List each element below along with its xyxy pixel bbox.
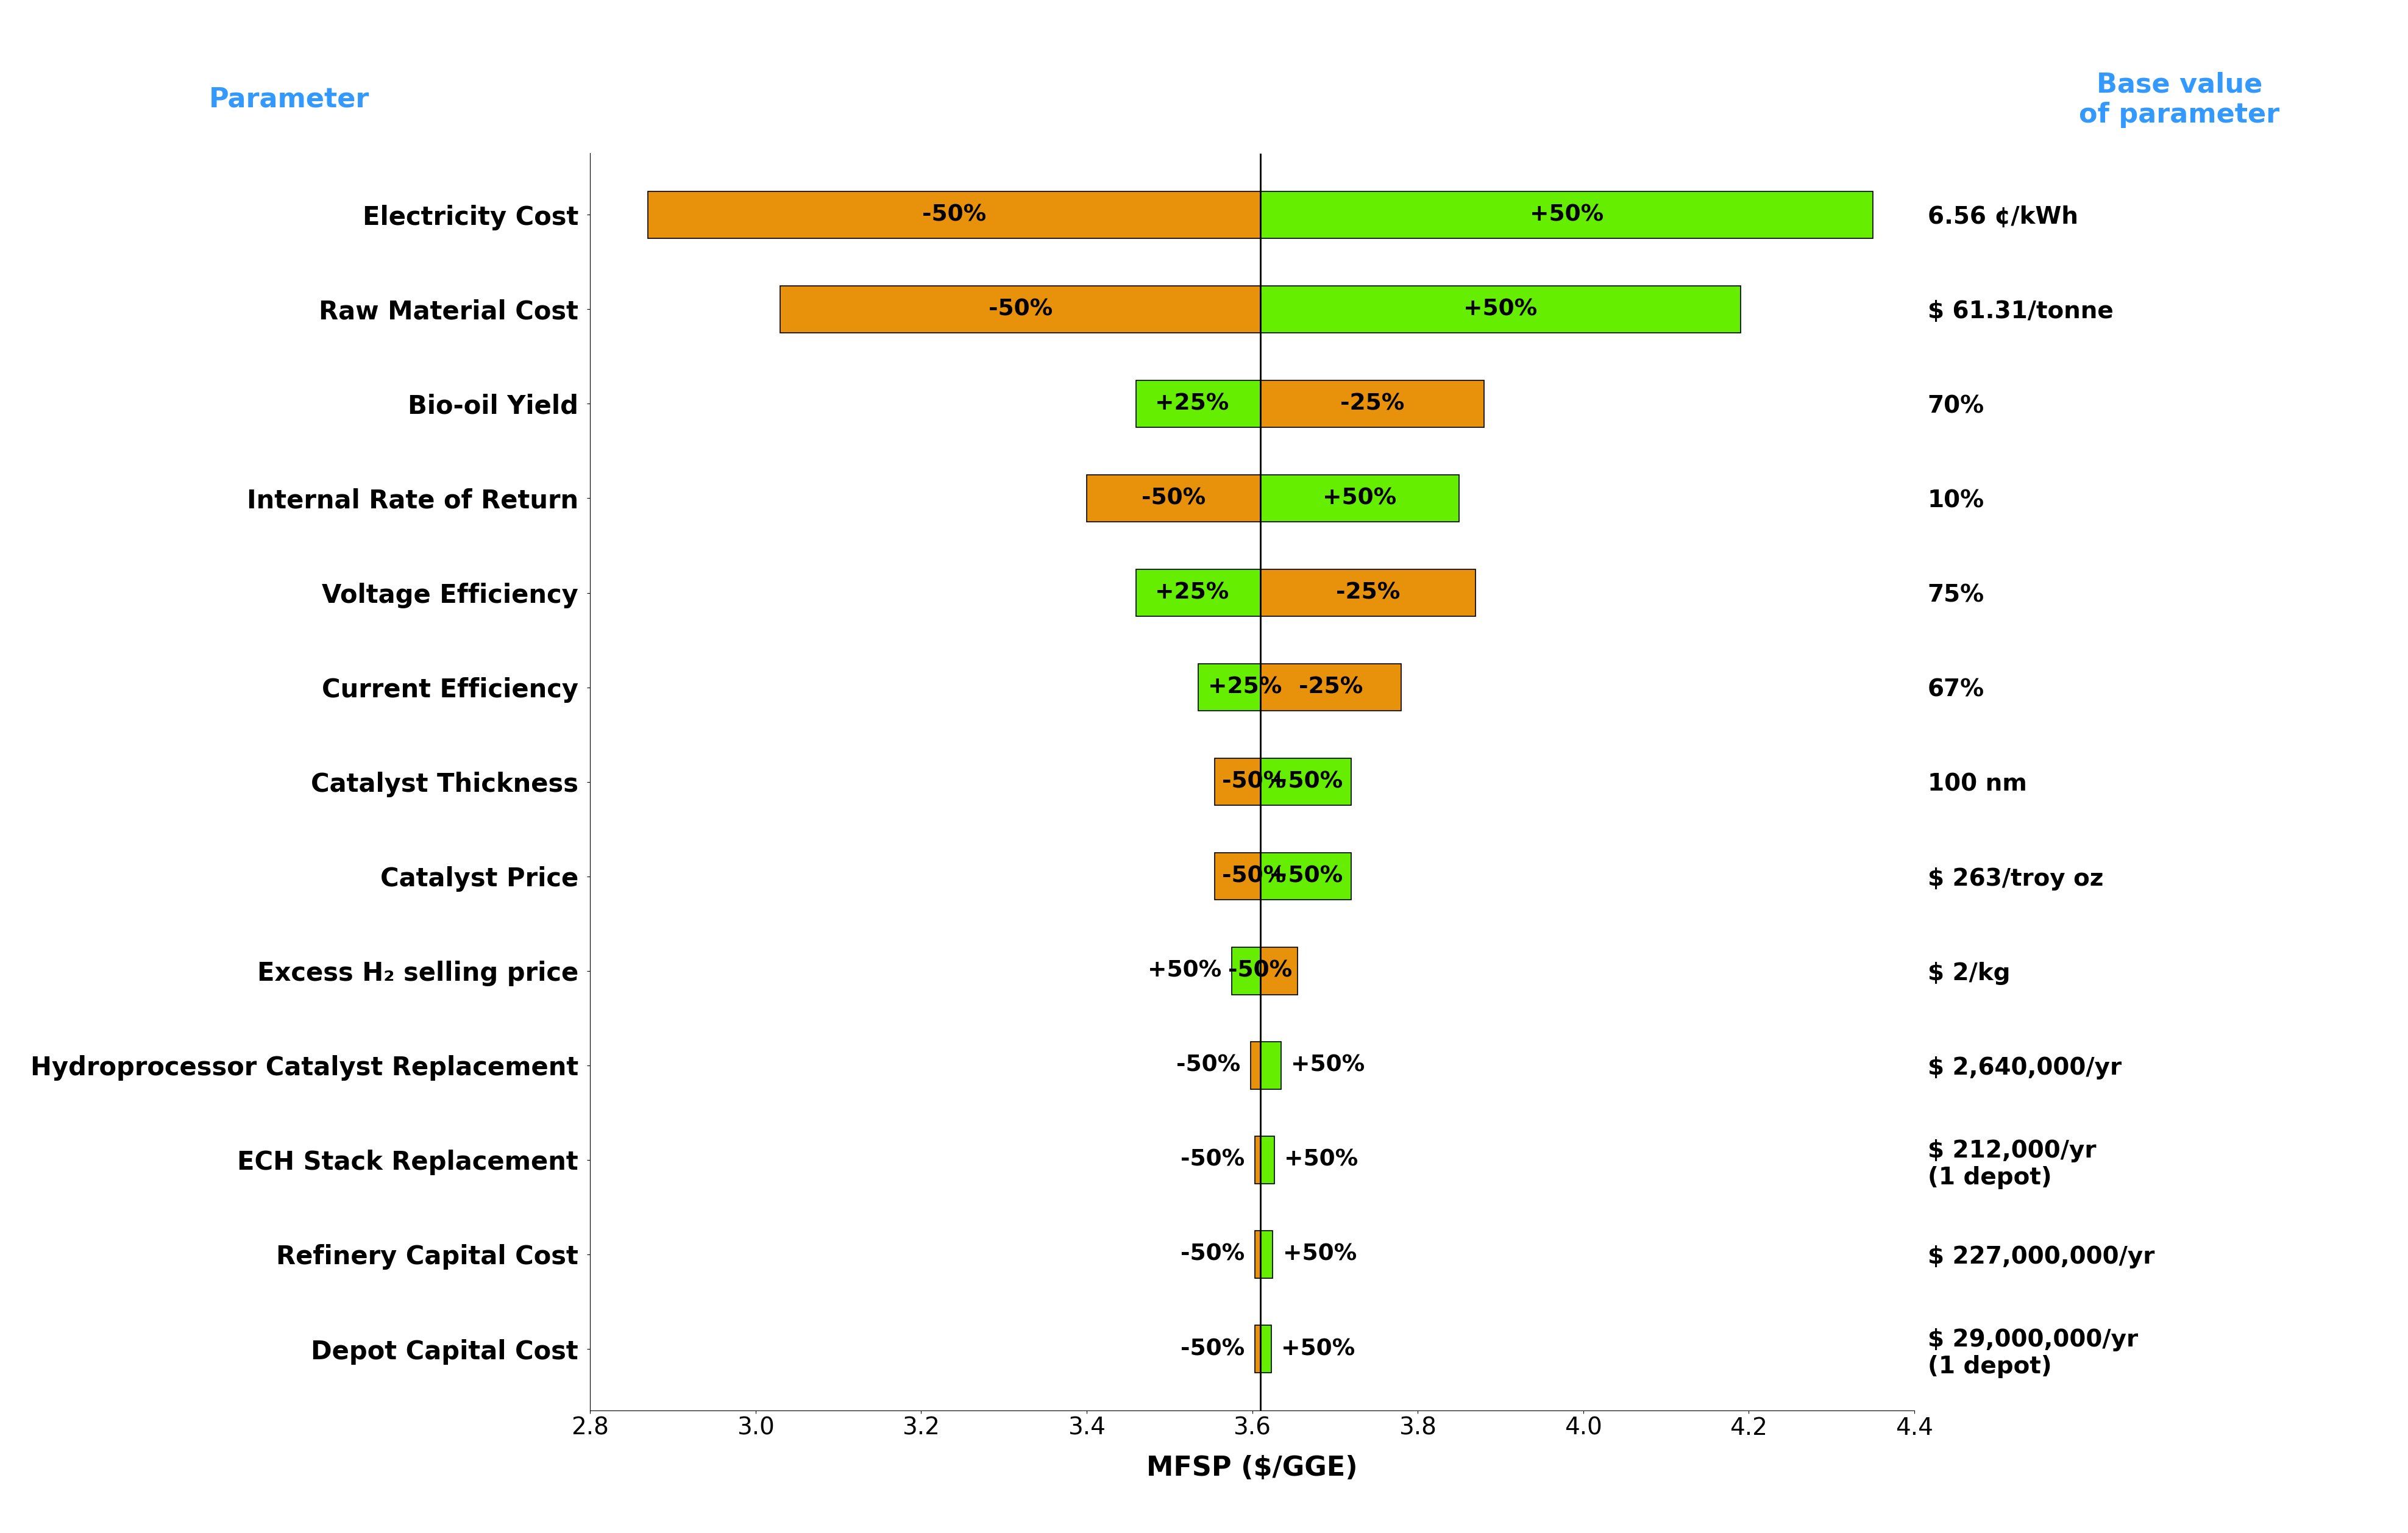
Bar <box>1255 1326 1259 1372</box>
Bar <box>1250 1042 1259 1088</box>
Text: -50%: -50% <box>1180 1243 1245 1265</box>
Text: Base value
of parameter: Base value of parameter <box>2078 72 2280 127</box>
Text: +50%: +50% <box>1283 1148 1358 1171</box>
Text: -50%: -50% <box>987 299 1052 320</box>
Bar <box>1137 569 1259 616</box>
Bar <box>1259 569 1476 616</box>
Text: +50%: +50% <box>1149 960 1221 981</box>
Bar <box>1259 380 1483 428</box>
Text: -50%: -50% <box>1228 960 1293 981</box>
Text: +50%: +50% <box>1322 487 1397 509</box>
Text: +50%: +50% <box>1269 771 1344 793</box>
Text: +50%: +50% <box>1291 1055 1365 1076</box>
Bar <box>648 192 1259 238</box>
Bar <box>1216 759 1259 805</box>
Text: +25%: +25% <box>1156 392 1228 415</box>
Bar <box>1259 947 1298 995</box>
Text: +50%: +50% <box>1269 865 1344 888</box>
Text: +25%: +25% <box>1156 583 1228 604</box>
Text: Parameter: Parameter <box>209 86 368 113</box>
Text: -50%: -50% <box>1180 1338 1245 1360</box>
X-axis label: MFSP ($/GGE): MFSP ($/GGE) <box>1146 1455 1358 1481</box>
Text: -50%: -50% <box>1221 865 1286 888</box>
Bar <box>1259 852 1351 900</box>
Text: -50%: -50% <box>1141 487 1206 509</box>
Text: -25%: -25% <box>1298 676 1363 699</box>
Text: +50%: +50% <box>1281 1338 1356 1360</box>
Text: -25%: -25% <box>1341 392 1404 415</box>
Text: +50%: +50% <box>1283 1243 1356 1265</box>
Bar <box>1259 1231 1274 1279</box>
Bar <box>1137 380 1259 428</box>
Bar <box>780 285 1259 333</box>
Text: -50%: -50% <box>1221 771 1286 793</box>
Bar <box>1259 285 1741 333</box>
Text: +50%: +50% <box>1464 299 1536 320</box>
Text: +25%: +25% <box>1209 676 1281 699</box>
Text: +50%: +50% <box>1529 204 1604 225</box>
Bar <box>1259 1136 1274 1183</box>
Bar <box>1255 1231 1259 1279</box>
Bar <box>1259 192 1873 238</box>
Bar <box>1259 664 1401 711</box>
Bar <box>1216 852 1259 900</box>
Text: -50%: -50% <box>922 204 987 225</box>
Bar <box>1259 475 1459 521</box>
Bar <box>1259 1326 1271 1372</box>
Bar <box>1230 947 1259 995</box>
Text: -50%: -50% <box>1178 1055 1240 1076</box>
Bar <box>1255 1136 1259 1183</box>
Bar <box>1259 759 1351 805</box>
Text: -50%: -50% <box>1180 1148 1245 1171</box>
Text: -25%: -25% <box>1336 583 1399 604</box>
Bar <box>1086 475 1259 521</box>
Bar <box>1199 664 1259 711</box>
Bar <box>1259 1042 1281 1088</box>
